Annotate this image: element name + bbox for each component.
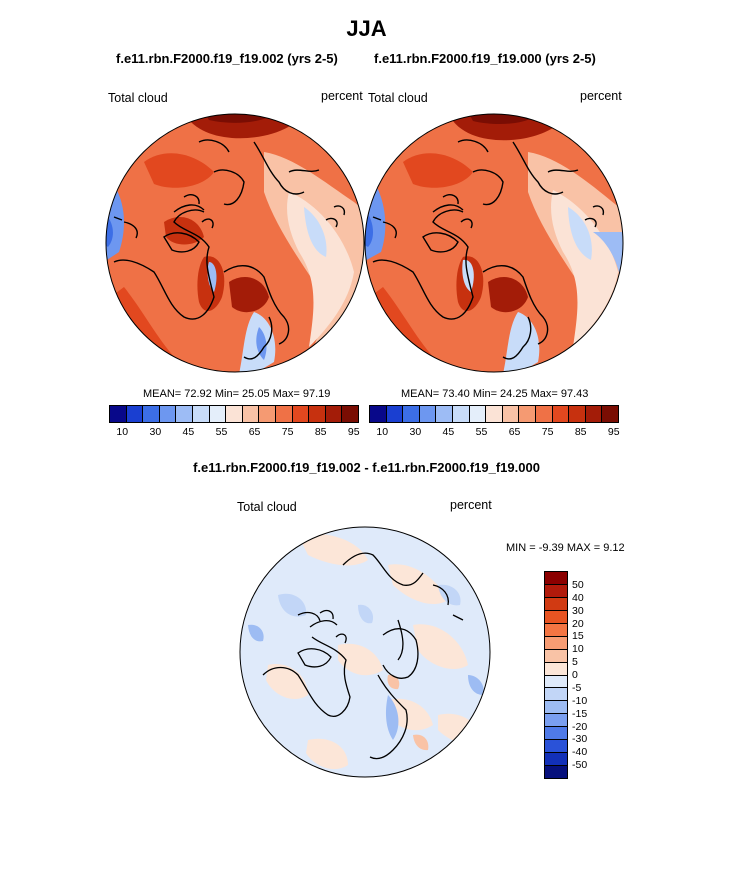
colorbar-swatch	[486, 406, 503, 422]
colorbar-tick-label: 95	[607, 426, 620, 438]
colorbar-swatch	[469, 406, 487, 422]
polar-map-difference	[239, 526, 491, 778]
colorbar-tick-label: 10	[376, 426, 389, 438]
colorbar-swatch	[545, 688, 567, 702]
colorbar-tick-label: 45	[442, 426, 455, 438]
colorbar-swatch	[545, 753, 567, 767]
colorbar-swatch	[545, 714, 567, 728]
colorbar-swatch	[585, 406, 603, 422]
colorbar-swatch	[545, 740, 567, 754]
colorbar-swatch	[535, 406, 553, 422]
colorbar-swatch	[545, 766, 567, 778]
colorbar-tick-label: 75	[541, 426, 554, 438]
colorbar-tick-label: 30	[149, 426, 162, 438]
colorbar-difference-labels: 50 40 30 20 15 10 5 0 -5 -10 -15 -20 -30 -40 -50	[572, 572, 612, 778]
difference-variable-label: Total cloud	[237, 500, 297, 514]
colorbar-tick-label: 50	[572, 578, 584, 591]
colorbar-swatch	[259, 406, 276, 422]
colorbar-tick-label: 45	[182, 426, 195, 438]
panel-1-variable-label: Total cloud	[108, 91, 168, 105]
colorbar-swatch	[126, 406, 144, 422]
colorbar-swatch	[545, 572, 567, 585]
colorbar-tick-label: -5	[572, 681, 582, 694]
colorbar-tick-label: 15	[572, 630, 584, 643]
colorbar-tick-label: 40	[572, 591, 584, 604]
panel-2-stats: MEAN= 73.40 Min= 24.25 Max= 97.43	[401, 388, 589, 400]
colorbar-swatch	[545, 649, 567, 663]
colorbar-swatch	[275, 406, 293, 422]
colorbar-swatch	[176, 406, 193, 422]
colorbar-tick-label: 65	[508, 426, 521, 438]
colorbar-tick-label: 30	[409, 426, 422, 438]
colorbar-swatch	[370, 406, 387, 422]
colorbar-swatch	[545, 623, 567, 637]
difference-title: f.e11.rbn.F2000.f19_f19.002 - f.e11.rbn.…	[193, 460, 540, 475]
colorbar-swatch	[419, 406, 437, 422]
colorbar-tick-label: 55	[475, 426, 488, 438]
panel-2-variable-label: Total cloud	[368, 91, 428, 105]
colorbar-tick-label: 95	[347, 426, 360, 438]
colorbar-swatch	[342, 406, 358, 422]
colorbar-tick-label: 65	[248, 426, 261, 438]
colorbar-swatch	[209, 406, 227, 422]
colorbar-tick-label: 85	[574, 426, 587, 438]
colorbar-tick-label: -50	[572, 759, 588, 772]
colorbar-swatch	[545, 584, 567, 598]
colorbar-tick-label: 5	[572, 656, 578, 669]
colorbar-swatch	[552, 406, 570, 422]
colorbar-tick-label: -40	[572, 746, 588, 759]
colorbar-swatch	[309, 406, 326, 422]
colorbar-tick-label: -15	[572, 707, 588, 720]
colorbar-swatch	[569, 406, 586, 422]
colorbar-tick-label: 30	[572, 604, 584, 617]
colorbar-tick-label: 10	[116, 426, 129, 438]
colorbar-swatch	[436, 406, 453, 422]
colorbar-swatch	[545, 662, 567, 676]
polar-map-case-000	[364, 113, 624, 373]
difference-minmax: MIN = -9.39 MAX = 9.12	[506, 542, 625, 554]
colorbar-tick-label: 0	[572, 669, 578, 681]
colorbar-swatch	[545, 701, 567, 715]
colorbar-tick-label: -30	[572, 733, 588, 746]
colorbar-swatch	[159, 406, 177, 422]
colorbar-swatch	[325, 406, 343, 422]
colorbar-tick-label: 55	[215, 426, 228, 438]
colorbar-swatch	[545, 597, 567, 611]
colorbar-swatch	[602, 406, 618, 422]
panel-1-stats: MEAN= 72.92 Min= 25.05 Max= 97.19	[143, 388, 331, 400]
colorbar-tick-label: -10	[572, 694, 588, 707]
panel-2-units-label: percent	[580, 89, 622, 103]
colorbar-swatch	[545, 675, 567, 689]
colorbar-swatch	[452, 406, 470, 422]
panel-1-case-title: f.e11.rbn.F2000.f19_f19.002 (yrs 2-5)	[116, 51, 338, 66]
colorbar-difference	[544, 571, 568, 779]
colorbar-tick-label: -20	[572, 720, 588, 733]
colorbar-tick-label: 75	[281, 426, 294, 438]
panel-2-case-title: f.e11.rbn.F2000.f19_f19.000 (yrs 2-5)	[374, 51, 596, 66]
colorbar-swatch	[143, 406, 160, 422]
colorbar-swatch	[545, 636, 567, 650]
colorbar-swatch	[192, 406, 210, 422]
colorbar-swatch	[403, 406, 420, 422]
colorbar-swatch	[545, 727, 567, 741]
colorbar-swatch	[519, 406, 536, 422]
colorbar-swatch	[386, 406, 404, 422]
polar-map-case-002	[105, 113, 365, 373]
colorbar-tick-label: 10	[572, 643, 584, 656]
colorbar-swatch	[242, 406, 260, 422]
colorbar-tick-label: 85	[314, 426, 327, 438]
colorbar-swatch	[502, 406, 520, 422]
colorbar-swatch	[226, 406, 243, 422]
panel-1-units-label: percent	[321, 89, 363, 103]
colorbar-panel-2: 10 30 45 55 65 75 85 95	[369, 405, 620, 438]
colorbar-tick-label: 20	[572, 617, 584, 630]
page-title: JJA	[346, 16, 387, 41]
colorbar-swatch	[292, 406, 310, 422]
colorbar-panel-1: 10 30 45 55 65 75 85 95	[109, 405, 360, 438]
colorbar-swatch	[110, 406, 127, 422]
difference-units-label: percent	[450, 498, 492, 512]
colorbar-swatch	[545, 610, 567, 624]
